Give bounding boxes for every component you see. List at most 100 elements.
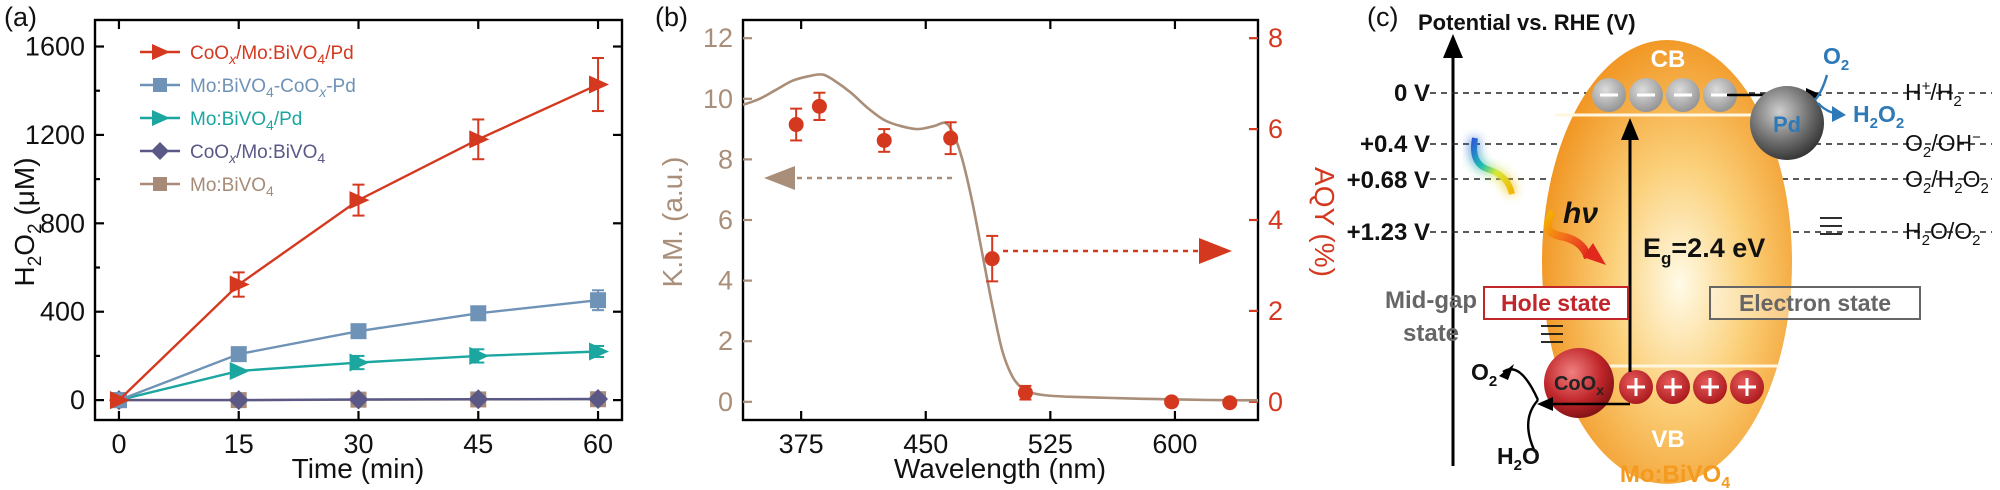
y-tick-label: 400	[40, 297, 85, 327]
photon-wave-2	[1543, 209, 1592, 260]
aqy-point	[788, 117, 804, 133]
x-tick-label: 600	[1152, 429, 1197, 459]
aqy-point	[811, 98, 827, 114]
data-point	[151, 142, 169, 160]
data-point	[589, 342, 610, 361]
coox-cocatalyst	[1544, 348, 1614, 418]
potential-axis-arrowhead	[1443, 34, 1463, 58]
series-2	[109, 342, 610, 410]
electrons	[1592, 78, 1737, 112]
x-tick-label: 450	[903, 429, 948, 459]
series-line	[118, 83, 599, 401]
mid-gap-label-1: Mid-gap	[1385, 287, 1477, 314]
bandgap-label: Eg=2.4 eV	[1643, 233, 1765, 268]
y-tick-label: 10	[703, 84, 733, 114]
data-point	[470, 305, 487, 322]
y-right-tick-label: 6	[1268, 114, 1283, 144]
series-line	[118, 299, 599, 402]
y-tick-label: 2	[718, 326, 733, 356]
data-point	[349, 191, 370, 210]
aqy-point	[876, 132, 892, 148]
redox-couple-label: O2/H2O2	[1905, 166, 1989, 197]
y-tick-label: 1600	[25, 32, 85, 62]
electron-state-box	[1709, 286, 1921, 320]
hole-state-label: Hole state	[1501, 290, 1611, 316]
holes	[1619, 370, 1764, 404]
y-tick-label: 800	[40, 208, 85, 238]
pd-label: Pd	[1773, 112, 1801, 137]
data-point	[229, 361, 250, 380]
photon-arrowhead	[1583, 243, 1606, 265]
panel-a-ylabel: H2O2 (μM)	[9, 157, 46, 286]
redox-couple-label: H+/H2	[1905, 78, 1962, 110]
vb-label: VB	[1651, 426, 1684, 453]
panel-b-chart: (b) 375 450 525 600 0 2 4 6 8 10 12 0 2 4 6 8 Wavelengt…	[655, 2, 1340, 484]
panel-a-label: (a)	[4, 2, 37, 32]
data-point	[469, 346, 490, 365]
y-right-tick-label: 4	[1268, 205, 1283, 235]
h2o2-product-label: H2O2	[1853, 101, 1904, 132]
hole-state-box	[1483, 286, 1629, 320]
redox-couple-label: H2O/O2	[1905, 218, 1980, 249]
km-curve	[742, 73, 1259, 402]
panel-b-xlabel: Wavelength (nm)	[894, 453, 1106, 484]
y-tick-label: 8	[718, 144, 733, 174]
potential-label: +1.23 V	[1347, 219, 1430, 246]
series-3	[108, 389, 609, 411]
data-point	[349, 353, 370, 372]
aqy-arrow	[1003, 238, 1232, 264]
potential-axis-title: Potential vs. RHE (V)	[1418, 10, 1636, 35]
panel-b-frame	[741, 18, 1260, 422]
panel-b-ylabel-left: K.M. (a.u.)	[657, 157, 688, 288]
data-point	[153, 177, 167, 191]
electron-state-label: Electron state	[1739, 290, 1891, 316]
y-right-tick-label: 8	[1268, 23, 1283, 53]
panel-b-label: (b)	[655, 2, 688, 32]
aqy-point	[1164, 394, 1180, 410]
data-point	[350, 323, 367, 340]
aqy-point	[1222, 395, 1238, 411]
legend-entry: Mo:BiVO4/Pd	[190, 109, 302, 133]
data-point	[109, 391, 130, 410]
y-tick-label: 4	[718, 266, 733, 296]
panel-a-legend: CoOx/Mo:BiVO4/Pd Mo:BiVO4-CoOx-Pd Mo:BiVO4…	[140, 43, 356, 199]
aqy-point	[943, 130, 959, 146]
photon-label: hν	[1563, 197, 1598, 230]
x-tick-label: 30	[343, 429, 373, 459]
photon-wave-1	[1471, 137, 1515, 195]
legend-entry: CoOx/Mo:BiVO4	[190, 142, 325, 166]
coox-label: CoOx	[1554, 373, 1604, 398]
panel-c-label: (c)	[1367, 2, 1398, 32]
potential-label: +0.68 V	[1347, 167, 1430, 194]
data-point	[348, 389, 369, 410]
hole-trap-levels	[1541, 325, 1563, 343]
data-point	[230, 346, 247, 363]
y-tick-label: 6	[718, 205, 733, 235]
x-tick-label: 0	[111, 429, 126, 459]
legend-entry: Mo:BiVO4	[190, 175, 274, 199]
y-tick-label: 12	[703, 23, 733, 53]
data-point	[589, 75, 610, 94]
y-tick-label: 1200	[25, 120, 85, 150]
panel-b-ylabel-right: AQY (%)	[1309, 167, 1340, 277]
y-tick-label: 0	[718, 387, 733, 417]
o2-evolved-label: O2	[1471, 359, 1497, 390]
potential-label: +0.4 V	[1360, 131, 1430, 158]
km-arrow	[764, 166, 952, 190]
panel-c-diagram: (c) Potential vs. RHE (V) CB VB Mo:BiVO4	[1347, 2, 1992, 490]
electron-trap-levels	[1820, 217, 1842, 235]
data-point	[590, 292, 607, 309]
potential-label: 0 V	[1394, 80, 1430, 107]
panel-a-chart: (a) 0 15 30 45 60 0 400 800 1200 1600 CoOx/Mo:BiV…	[4, 2, 624, 484]
redox-couple-label: O2/OH−	[1905, 129, 1981, 161]
data-point	[468, 389, 489, 410]
x-tick-label: 525	[1028, 429, 1073, 459]
y-right-tick-label: 0	[1268, 387, 1283, 417]
data-point	[469, 130, 490, 149]
data-point	[588, 389, 609, 410]
data-point	[153, 78, 167, 92]
data-point	[152, 110, 170, 126]
x-tick-label: 45	[463, 429, 493, 459]
data-point	[152, 44, 170, 60]
